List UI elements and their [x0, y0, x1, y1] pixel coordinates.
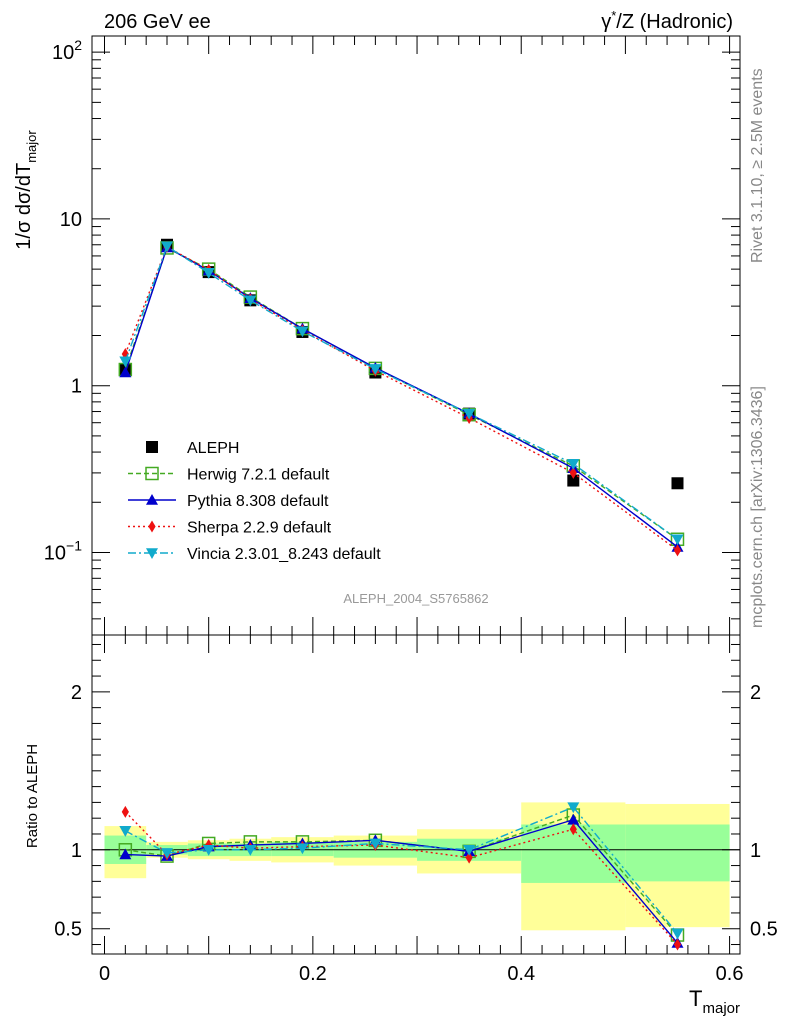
main-y-axis-label: 1/σ dσ/dTmajor	[13, 130, 39, 250]
ratio-y-tick-label-left: 1	[71, 840, 82, 862]
ratio-point-vincia	[119, 826, 132, 837]
main-point-vincia	[202, 268, 215, 279]
legend-item-vincia: Vincia 2.3.01_8.243 default	[128, 546, 381, 563]
ratio-point-pythia	[119, 848, 132, 860]
mcplots-label: mcplots.cern.ch [arXiv:1306.3436]	[749, 386, 766, 628]
legend-marker-pythia	[146, 494, 158, 505]
main-y-tick-label: 102	[52, 37, 82, 64]
ratio-y-axis-label: Ratio to ALEPH	[24, 744, 41, 848]
ratio-point-vincia	[296, 843, 309, 855]
main-point-vincia	[119, 356, 132, 368]
band-inner	[625, 824, 730, 882]
legend-item-herwig: Herwig 7.2.1 default	[128, 467, 330, 484]
main-point-data	[567, 474, 580, 487]
ratio-panel: 0.5 0.5 1 1 2 2 0 0.2 0.4 0.6 Ratio to ALEPH Tma…	[24, 634, 778, 1017]
ratio-point-vincia	[202, 844, 215, 856]
ratio-point-vincia	[671, 928, 684, 940]
ratio-point-vincia	[567, 802, 580, 814]
ratio-point-pythia	[567, 813, 580, 825]
ratio-y-tick-label-left: 0.5	[54, 919, 82, 941]
x-tick-label: 0.6	[716, 963, 744, 985]
ratio-point-vincia	[161, 848, 174, 859]
main-y-tick-label: 1	[71, 376, 82, 398]
ratio-y-tick-label-right: 2	[750, 682, 761, 704]
main-point-pythia	[119, 366, 132, 378]
ratio-series-vincia	[119, 802, 684, 940]
main-y-tick-labels: 102 10 1 10−1	[44, 37, 82, 564]
main-series	[118, 238, 685, 557]
legend: ALEPH Herwig 7.2.1 default Pythia 8.308 de…	[128, 440, 381, 563]
ratio-point-vincia	[369, 838, 382, 850]
ratio-y-tick-label-right: 1	[750, 840, 761, 862]
main-point-sherpa	[569, 466, 577, 479]
header-process: γ*/Z (Hadronic)	[601, 8, 733, 33]
analysis-label: ALEPH_2004_S5765862	[343, 591, 488, 606]
ratio-series	[118, 802, 685, 951]
main-line-vincia	[124, 245, 678, 540]
main-y-tick-label: 10−1	[44, 537, 82, 564]
ratio-point-vincia	[244, 844, 257, 856]
main-point-vincia	[161, 241, 174, 253]
legend-marker-sherpa	[148, 520, 156, 533]
rivet-label: Rivet 3.1.10, ≥ 2.5M events	[749, 68, 766, 263]
ratio-point-sherpa	[121, 805, 129, 818]
legend-marker-data	[146, 441, 158, 453]
x-tick-labels: 0 0.2 0.4 0.6	[99, 963, 744, 985]
main-point-vincia	[463, 408, 476, 420]
main-axis-ticks	[92, 36, 740, 635]
main-y-tick-label: 10	[60, 209, 82, 231]
ratio-point-vincia	[463, 844, 476, 856]
legend-label-data: ALEPH	[187, 440, 239, 457]
legend-label-sherpa: Sherpa 2.2.9 default	[187, 520, 332, 537]
main-point-vincia	[296, 326, 309, 338]
ratio-point-sherpa	[569, 823, 577, 836]
main-point-vincia	[671, 534, 684, 546]
main-point-vincia	[369, 364, 382, 375]
header-energy: 206 GeV ee	[104, 11, 211, 33]
main-point-sherpa	[673, 544, 682, 557]
main-line-sherpa	[124, 245, 678, 551]
legend-marker-herwig	[145, 466, 159, 481]
ratio-y-tick-label-right: 0.5	[750, 919, 778, 941]
ratio-point-sherpa	[465, 851, 473, 864]
x-tick-label: 0.2	[299, 963, 327, 985]
ratio-frame	[91, 634, 741, 955]
main-series-vincia	[119, 241, 684, 546]
x-tick-label: 0.4	[507, 963, 535, 985]
x-tick-label: 0	[99, 963, 110, 985]
ratio-point-sherpa	[673, 938, 682, 951]
legend-item-sherpa: Sherpa 2.2.9 default	[128, 520, 332, 537]
legend-label-vincia: Vincia 2.3.01_8.243 default	[187, 546, 381, 563]
ratio-uncertainty-bands	[104, 802, 730, 931]
x-axis-label: Tmajor	[689, 986, 740, 1017]
main-point-vincia	[244, 295, 257, 307]
ratio-y-tick-labels: 0.5 0.5 1 1 2 2	[54, 682, 778, 941]
main-panel: 102 10 1 10−1 1/σ dσ/dTmajor ALEPH_2004_S57…	[13, 35, 741, 636]
main-point-vincia	[567, 459, 580, 470]
legend-marker-vincia	[146, 548, 158, 559]
ratio-axis-ticks	[92, 635, 740, 954]
ratio-y-tick-label-left: 2	[71, 682, 82, 704]
legend-item-data: ALEPH	[146, 440, 239, 457]
legend-item-pythia: Pythia 8.308 default	[128, 493, 329, 510]
legend-label-pythia: Pythia 8.308 default	[187, 493, 329, 510]
legend-label-herwig: Herwig 7.2.1 default	[187, 467, 330, 484]
main-point-data	[671, 477, 684, 490]
